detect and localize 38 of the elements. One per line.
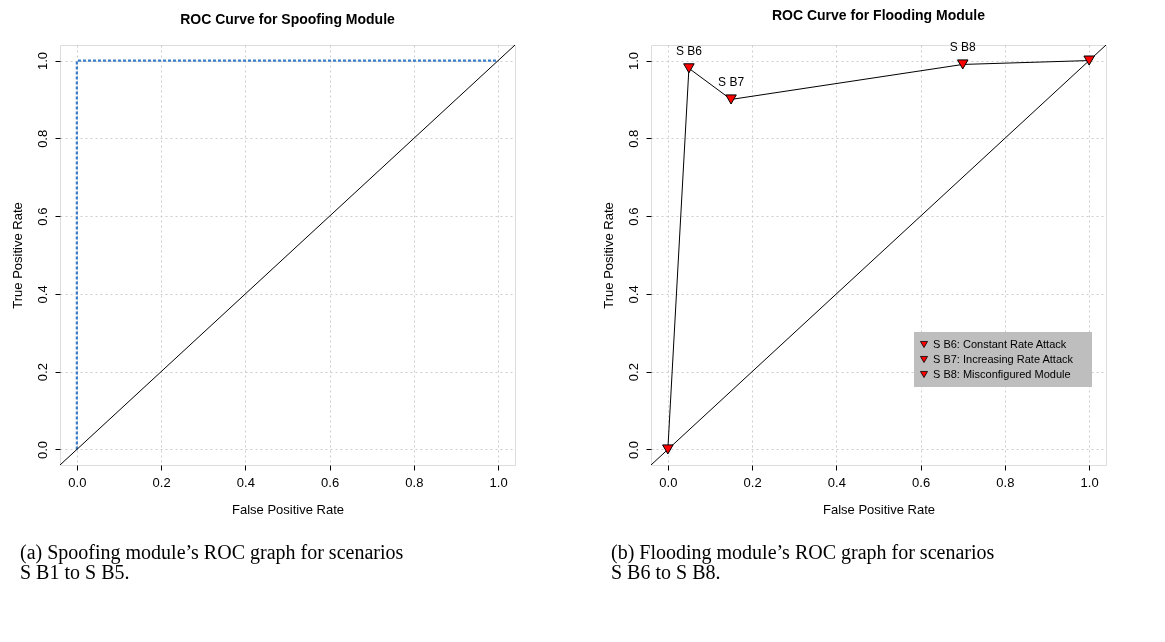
y-tick-label: 0.0 — [34, 440, 50, 459]
annotation: S B7 — [718, 75, 745, 90]
x-tick-label: 0.2 — [152, 474, 171, 490]
y-axis-title: True Positive Rate — [600, 202, 616, 309]
x-tick-label: 0.2 — [743, 474, 762, 490]
y-tick-label: 1.0 — [625, 52, 641, 71]
x-tick-label: 0.8 — [996, 474, 1015, 490]
x-tick-label: 0.8 — [405, 474, 424, 490]
chart-title: ROC Curve for Flooding Module — [771, 7, 986, 24]
y-tick-label: 0.4 — [625, 285, 641, 304]
x-tick-label: 0.6 — [321, 474, 340, 490]
x-axis-title: False Positive Rate — [232, 501, 344, 517]
x-tick-label: 1.0 — [1080, 474, 1099, 490]
text: (a) Spoofing module’s ROC graph for scenarios S B1 to S B5. — [20, 541, 404, 583]
x-tick-label: 0.0 — [68, 474, 87, 490]
annotation: S B8 — [949, 40, 977, 55]
chart-title: ROC Curve for Spoofing Module — [180, 11, 396, 27]
y-axis-title: True Positive Rate — [9, 202, 25, 309]
x-tick-label: 1.0 — [489, 474, 508, 490]
legend-label: S B7: Increasing Rate Attack — [933, 352, 1074, 365]
y-tick-label: 0.4 — [34, 285, 50, 304]
text: (b) Flooding module’s ROC graph for scenarios S B6 to S B8. — [611, 541, 995, 583]
y-tick-label: 0.8 — [34, 129, 50, 148]
legend-label: S B8: Misconfigured Module — [933, 367, 1071, 380]
y-tick-label: 1.0 — [34, 52, 50, 71]
x-tick-label: 0.4 — [827, 474, 846, 490]
y-tick-label: 0.6 — [625, 207, 641, 226]
annotation: S B6 — [675, 44, 703, 59]
x-tick-label: 0.6 — [912, 474, 931, 490]
y-tick-label: 0.8 — [625, 129, 641, 148]
y-tick-label: 0.6 — [34, 207, 50, 226]
x-tick-label: 0.4 — [236, 474, 255, 490]
y-tick-label: 0.2 — [34, 363, 50, 382]
x-axis-title: False Positive Rate — [823, 501, 935, 517]
x-tick-label: 0.0 — [659, 474, 678, 490]
legend-label: S B6: Constant Rate Attack — [933, 337, 1067, 350]
y-tick-label: 0.2 — [625, 363, 641, 382]
y-tick-label: 0.0 — [625, 440, 641, 459]
